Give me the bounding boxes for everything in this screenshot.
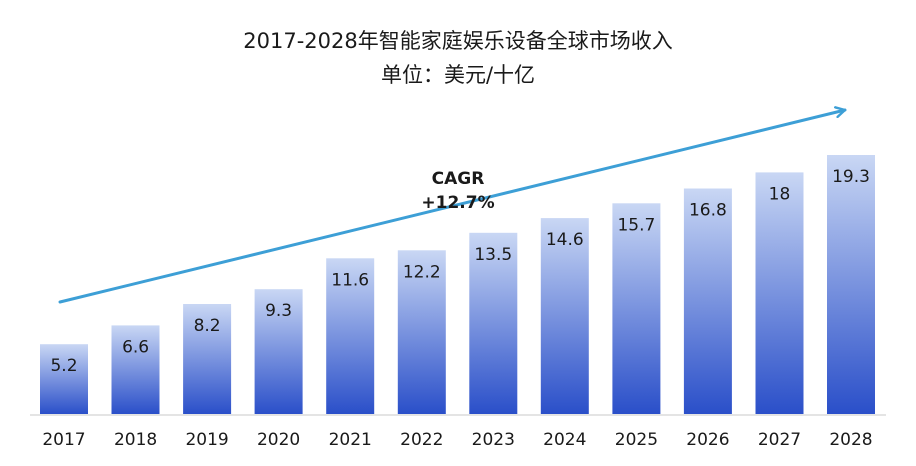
bar-2021: [326, 258, 375, 414]
bar-value-label-2025: 15.7: [617, 215, 655, 235]
bar-2028: [827, 155, 875, 414]
x-tick-labels-group: 2017 2018 2019 2020 2021 2022 2023 2024 2025 2026…: [42, 430, 872, 450]
bar-value-label-2018: 6.6: [122, 337, 149, 357]
chart-subtitle: 单位：美元/十亿: [380, 63, 536, 87]
x-tick-label-2018: 2018: [114, 430, 157, 450]
bar-2026: [683, 188, 732, 414]
bar-value-label-2019: 8.2: [194, 316, 221, 336]
bar-value-label-2023: 13.5: [474, 245, 512, 265]
cagr-trend-arrow: [58, 110, 847, 304]
bar-2023: [469, 232, 518, 414]
bar-2018: [111, 325, 160, 414]
bar-value-label-2021: 11.6: [331, 270, 369, 290]
cagr-value: +12.7%: [421, 193, 494, 213]
bar-value-label-2020: 9.3: [265, 301, 292, 321]
chart-title: 2017-2028年智能家庭娱乐设备全球市场收入: [243, 29, 673, 53]
bar-value-label-2024: 14.6: [546, 230, 584, 250]
bar-2025: [612, 203, 661, 414]
x-tick-label-2020: 2020: [257, 430, 300, 450]
bar-2017: [40, 344, 88, 414]
bar-2027: [755, 172, 804, 414]
x-tick-label-2022: 2022: [400, 430, 443, 450]
x-tick-label-2021: 2021: [329, 430, 372, 450]
cagr-annotation: CAGR +12.7%: [421, 169, 494, 213]
bar-2020: [254, 289, 303, 414]
x-tick-label-2028: 2028: [829, 430, 872, 450]
title-block: 2017-2028年智能家庭娱乐设备全球市场收入 单位：美元/十亿: [0, 26, 916, 90]
bar-value-label-2026: 16.8: [689, 201, 727, 221]
x-tick-label-2024: 2024: [543, 430, 586, 450]
bar-value-label-2027: 18: [769, 184, 791, 204]
cagr-label: CAGR: [432, 169, 485, 189]
x-tick-label-2025: 2025: [615, 430, 658, 450]
bar-2024: [540, 218, 589, 414]
bar-2019: [183, 304, 232, 414]
value-labels-group: 5.2 6.6 8.2 9.3 11.6 12.2 13.5 14.6 15.7 16.8 18 19…: [50, 167, 869, 376]
x-tick-label-2026: 2026: [686, 430, 729, 450]
bar-value-label-2017: 5.2: [50, 356, 77, 376]
bars-group: [40, 155, 875, 414]
bar-2022: [397, 250, 446, 414]
x-tick-label-2019: 2019: [185, 430, 228, 450]
x-tick-label-2017: 2017: [42, 430, 85, 450]
bar-value-label-2022: 12.2: [403, 262, 441, 282]
bar-value-label-2028: 19.3: [832, 167, 870, 187]
x-tick-label-2023: 2023: [472, 430, 515, 450]
x-tick-label-2027: 2027: [758, 430, 801, 450]
